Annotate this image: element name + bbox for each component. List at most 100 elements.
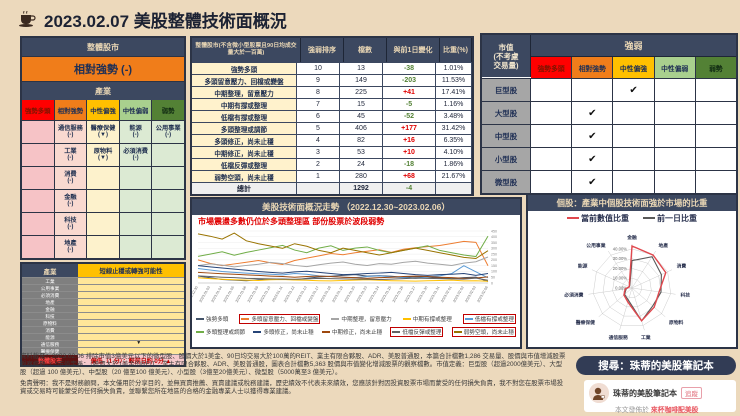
shortterm-table: 產業 短線止穩或轉強可能性 工業 公用事業 必須消費 地產 金融 科技 原物料 消費 能源 通信服… bbox=[20, 262, 186, 367]
svg-text:地產: 地產 bbox=[658, 242, 668, 249]
industry-cell bbox=[22, 235, 55, 258]
industry-cell: 能源 (-) bbox=[119, 120, 153, 143]
industry-row: 地產 (-) bbox=[22, 235, 184, 258]
trend-legend: 強勢多頭 多頭留意壓力、回檔或變盤 中期整理，留意壓力 中期有撐或整理 低檔有撐或整理多… bbox=[192, 312, 520, 338]
trend-legend-item: 中期有撐或整理 bbox=[402, 315, 452, 323]
page-title-bar: 2023.02.07 美股整體技術面概況 bbox=[18, 6, 287, 32]
industry-cell: 金融 (-) bbox=[54, 189, 88, 212]
svg-text:2023.01.23: 2023.01.23 bbox=[356, 286, 368, 304]
overview-row: 多頭整理或調節 5 406 +177 31.42% bbox=[192, 122, 472, 134]
published-site-link[interactable]: 來杯咖啡配美股 bbox=[650, 407, 699, 414]
strength-col-header: 強勢多頭 bbox=[22, 100, 55, 120]
radar-panel: 個股：產業中個股技術面強於市場的比重 當前數值比重 前一日比重 0.00% 10.0… bbox=[526, 193, 738, 349]
industry-cell: 工業 (-) bbox=[54, 143, 88, 166]
market-status-badge: 相對強勢 (-) bbox=[22, 56, 184, 82]
overview-row: 中期有撐或整理 7 15 -5 1.16% bbox=[192, 98, 472, 110]
marketcap-table: 市值 (不考慮 交易量) 強弱 強勢多頭 相對強勢 中性偏強 中性偏弱 弱勢 巨型股 ✔ 大… bbox=[480, 33, 738, 195]
svg-text:400: 400 bbox=[491, 235, 497, 239]
industry-cell bbox=[22, 120, 55, 143]
overview-header-count: 檔數 bbox=[344, 38, 387, 62]
svg-text:醫療保健: 醫療保健 bbox=[576, 319, 595, 326]
mcap-cell bbox=[696, 79, 736, 101]
shortterm-marker: ▼ bbox=[136, 340, 142, 346]
svg-text:300: 300 bbox=[491, 247, 497, 251]
search-banner[interactable]: 搜尋：珠蒂的美股筆記本 bbox=[576, 356, 736, 375]
trend-legend-item: 多頭留意壓力、回檔或變盤 bbox=[239, 313, 321, 324]
svg-text:2023.01.24: 2023.01.24 bbox=[368, 286, 380, 304]
mcap-col-header: 中性偏強 bbox=[613, 57, 655, 78]
overview-row: 強勢多頭 10 13 -38 1.01% bbox=[192, 62, 472, 74]
mcap-cell bbox=[613, 125, 655, 147]
industry-cell: 地產 (-) bbox=[54, 235, 88, 258]
shortterm-row: 地產 bbox=[22, 298, 184, 305]
svg-text:消費: 消費 bbox=[677, 263, 687, 270]
svg-text:2023.01.26: 2023.01.26 bbox=[392, 286, 404, 304]
industry-cell bbox=[152, 212, 184, 235]
trend-legend-item: 多頭修正，尚未止穩 bbox=[253, 328, 314, 336]
overview-row: 弱勢空頭，尚未止穩 1 280 +68 21.67% bbox=[192, 170, 472, 182]
industry-cell bbox=[119, 235, 153, 258]
industry-cell bbox=[119, 212, 153, 235]
mcap-cell bbox=[531, 79, 573, 101]
mcap-cell bbox=[531, 102, 573, 124]
svg-text:2023.01.13: 2023.01.13 bbox=[295, 286, 307, 304]
check-mark: ✔ bbox=[572, 171, 614, 193]
check-mark: ✔ bbox=[572, 125, 614, 147]
svg-text:2023.01.10: 2023.01.10 bbox=[259, 286, 271, 304]
overview-header-label: 整體股市(不含微小型股票且90日均成交量大於一百萬) bbox=[192, 38, 301, 62]
mcap-cell bbox=[531, 148, 573, 170]
svg-text:150: 150 bbox=[491, 264, 497, 268]
svg-text:20.00%: 20.00% bbox=[613, 266, 627, 271]
shortterm-row: 原物料 bbox=[22, 319, 184, 326]
mcap-row: 微型股 ✔ bbox=[482, 170, 736, 193]
overview-header-change: 與前1日變化 bbox=[387, 38, 440, 62]
svg-text:2023.01.25: 2023.01.25 bbox=[380, 286, 392, 304]
avatar bbox=[589, 383, 609, 403]
mcap-cell bbox=[696, 148, 736, 170]
overview-row: 低檔反彈或整理 2 24 -18 1.86% bbox=[192, 158, 472, 170]
data-note: 資料截至：2023.02.06 排除市值3億美元以下的微型股、股價大於1美金、9… bbox=[20, 353, 566, 376]
marketcap-corner-label: 市值 (不考慮 交易量) bbox=[482, 35, 531, 77]
svg-text:2023.01.04: 2023.01.04 bbox=[211, 286, 223, 304]
radar-legend: 當前數值比重 前一日比重 bbox=[528, 211, 736, 225]
radar-title: 個股：產業中個股技術面強於市場的比重 bbox=[528, 195, 736, 211]
strength-col-header: 中性偏弱 bbox=[119, 100, 153, 120]
radar-chart: 0.00% 10.00% 20.00% 30.00% 40.00% 金融地產消費科技原物料… bbox=[563, 234, 691, 341]
svg-text:250: 250 bbox=[491, 252, 497, 256]
check-mark: ✔ bbox=[613, 79, 655, 101]
svg-text:2023.01.30: 2023.01.30 bbox=[416, 286, 428, 304]
mcap-row: 大型股 ✔ bbox=[482, 101, 736, 124]
industry-cell bbox=[22, 212, 55, 235]
industry-cell bbox=[22, 143, 55, 166]
svg-text:2023.01.11: 2023.01.11 bbox=[271, 286, 283, 303]
overview-header-weight: 比重(%) bbox=[440, 38, 472, 62]
mcap-cell bbox=[572, 79, 614, 101]
trend-legend-item: 低檔反彈或整理 bbox=[390, 326, 444, 337]
overview-header-row: 整體股市(不含微小型股票且90日均成交量大於一百萬) 強弱排序 檔數 與前1日變… bbox=[192, 38, 472, 62]
marketcap-strength-header: 強弱 bbox=[531, 35, 736, 57]
mcap-col-header: 強勢多頭 bbox=[531, 57, 573, 78]
follow-button[interactable]: 追蹤 bbox=[681, 387, 702, 399]
overview-row: 多頭留意壓力、回檔或變盤 9 149 -203 11.53% bbox=[192, 74, 472, 86]
mcap-cell bbox=[531, 125, 573, 147]
industry-cell bbox=[22, 166, 55, 189]
industry-cell bbox=[87, 212, 120, 235]
svg-text:金融: 金融 bbox=[626, 234, 637, 241]
svg-text:2023.01.05: 2023.01.05 bbox=[223, 286, 235, 304]
mcap-row: 巨型股 ✔ bbox=[482, 78, 736, 101]
disclaimer-note: 免責聲明：我不是財務顧問，本文僅用於分享目的，並無買賣推薦、買賣建議或稅務建議，… bbox=[20, 380, 564, 395]
mcap-col-header: 中性偏弱 bbox=[654, 57, 696, 78]
shortterm-summary-row: 整體股市 偏低（1 分）：較前日約 0分 ▲ bbox=[22, 354, 184, 365]
industry-cell: 通信服務 (-) bbox=[54, 120, 88, 143]
svg-text:2023.01.03: 2023.01.03 bbox=[198, 286, 210, 304]
industry-cell bbox=[152, 235, 184, 258]
svg-text:30.00%: 30.00% bbox=[613, 256, 627, 261]
industry-row: 工業 (-) 原物料 (▼) 必須消費 (-) bbox=[22, 143, 184, 166]
svg-text:科技: 科技 bbox=[681, 291, 691, 298]
svg-text:2023.01.20: 2023.01.20 bbox=[343, 286, 355, 304]
industry-cell bbox=[152, 143, 184, 166]
overview-table: 整體股市(不含微小型股票且90日均成交量大於一百萬) 強弱排序 檔數 與前1日變… bbox=[190, 36, 474, 196]
overview-row: 低檔有撐或整理 6 45 -52 3.48% bbox=[192, 110, 472, 122]
svg-text:40.00%: 40.00% bbox=[613, 246, 627, 251]
